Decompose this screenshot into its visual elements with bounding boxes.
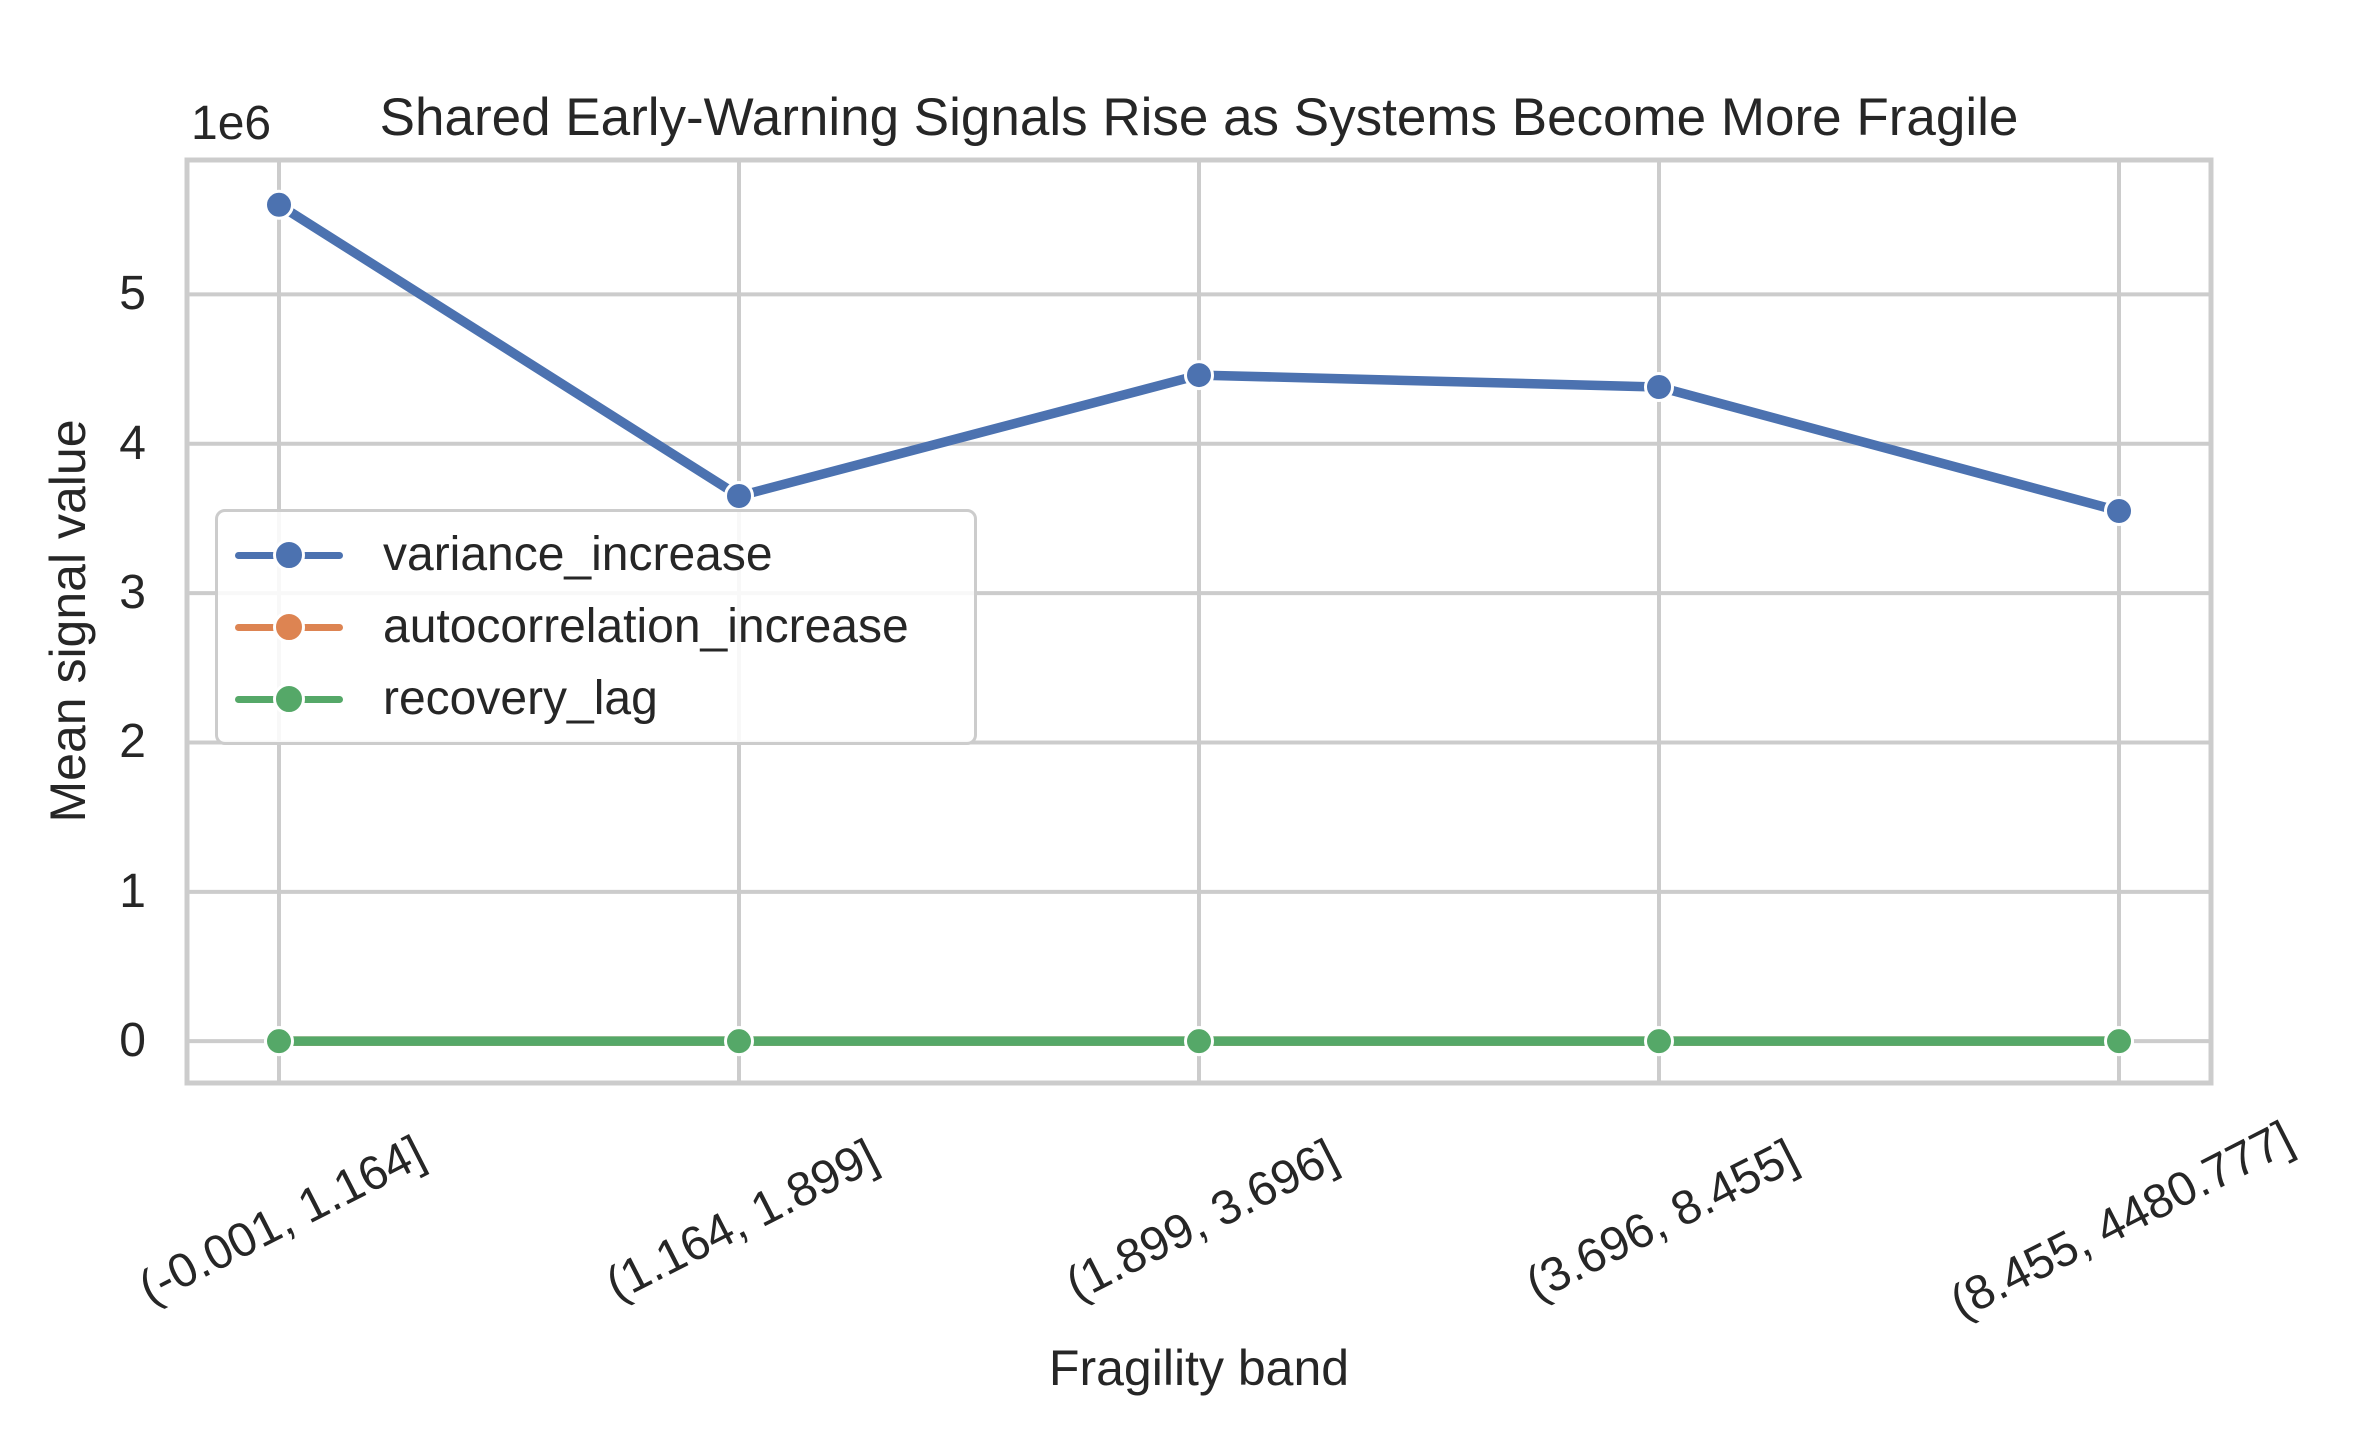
legend-item-label: recovery_lag — [383, 672, 658, 725]
legend-marker-line — [235, 539, 343, 571]
legend-marker-dot — [273, 539, 305, 571]
series-marker-recovery_lag — [1644, 1026, 1674, 1057]
series-marker-variance_increase — [724, 481, 754, 512]
series-marker-recovery_lag — [2104, 1026, 2134, 1057]
x-axis-label: Fragility band — [1048, 1340, 1350, 1396]
y-tick-label: 1 — [119, 864, 146, 918]
legend-item-recovery_lag: recovery_lag — [235, 663, 974, 735]
y-axis-offset-label: 1e6 — [191, 97, 272, 150]
series-marker-variance_increase — [264, 189, 294, 220]
series-marker-variance_increase — [1644, 372, 1674, 403]
legend-item-variance_increase: variance_increase — [235, 519, 974, 591]
series-marker-recovery_lag — [264, 1026, 294, 1057]
series-marker-recovery_lag — [1184, 1026, 1214, 1057]
legend-marker-dot — [273, 683, 305, 715]
chart-title: Shared Early-Warning Signals Rise as Sys… — [379, 88, 2019, 147]
legend-marker-line — [235, 683, 343, 715]
y-tick-label: 0 — [119, 1014, 146, 1068]
series-marker-variance_increase — [2104, 495, 2134, 526]
plot-frame — [184, 157, 2214, 1086]
legend-item-label: autocorrelation_increase — [383, 600, 909, 653]
series-marker-recovery_lag — [724, 1026, 754, 1057]
series-marker-variance_increase — [1184, 360, 1214, 391]
legend: variance_increase autocorrelation_increas… — [215, 509, 977, 745]
legend-item-autocorrelation_increase: autocorrelation_increase — [235, 591, 974, 663]
legend-marker-dot — [273, 611, 305, 643]
y-tick-label: 5 — [119, 267, 146, 321]
y-tick-label: 3 — [119, 566, 146, 620]
legend-item-label: variance_increase — [383, 528, 773, 581]
legend-marker-line — [235, 611, 343, 643]
y-tick-label: 2 — [119, 715, 146, 769]
y-tick-label: 4 — [119, 416, 146, 470]
